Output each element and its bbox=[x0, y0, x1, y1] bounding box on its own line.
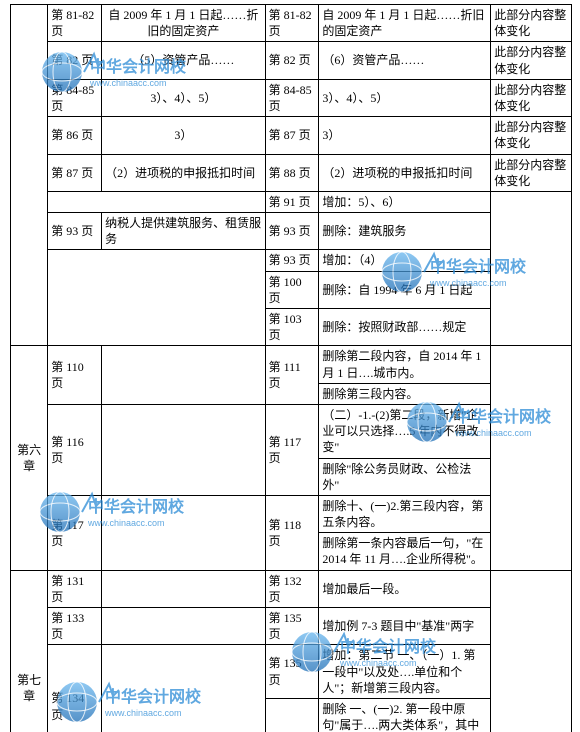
page-ref-old: 第 86 页 bbox=[48, 117, 102, 154]
table-row: 第 87 页 （2）进项税的申报抵扣时间 第 88 页 （2）进项税的申报抵扣时… bbox=[11, 154, 572, 191]
content-new: 删除十、(一)2.第三段内容，第五条内容。 bbox=[319, 495, 491, 532]
remark-cell: 此部分内容整体变化 bbox=[491, 79, 572, 116]
remark-cell: 此部分内容整体变化 bbox=[491, 117, 572, 154]
page-ref-new: 第 135 页 bbox=[265, 645, 319, 699]
content-old: （5）资管产品…… bbox=[102, 42, 266, 79]
content-new: 增加例 7-3 题目中"基准"两字 bbox=[319, 608, 491, 645]
empty-cell bbox=[48, 191, 265, 212]
page-ref-old: 第 82 页 bbox=[48, 42, 102, 79]
comparison-table: 第 81-82 页 自 2009 年 1 月 1 日起……折旧的固定资产 第 8… bbox=[10, 4, 572, 732]
table-row: 第六章 第 110 页 第 111 页 删除第二段内容，自 2014 年 1 月… bbox=[11, 346, 572, 383]
chapter-cell-cont bbox=[11, 5, 48, 346]
remark-cell: 此部分内容整体变化 bbox=[491, 154, 572, 191]
page-ref-old: 第 134 页 bbox=[48, 645, 102, 732]
page-ref-old: 第 87 页 bbox=[48, 154, 102, 191]
page-ref-new: 第 87 页 bbox=[265, 117, 319, 154]
page-ref-new: 第 93 页 bbox=[265, 250, 319, 271]
content-new: 删除：按照财政部……规定 bbox=[319, 309, 491, 346]
page-ref-old: 第 131 页 bbox=[48, 570, 102, 607]
content-new: （2）进项税的申报抵扣时间 bbox=[319, 154, 491, 191]
page-ref-new: 第 103 页 bbox=[265, 309, 319, 346]
content-new: （6）资管产品…… bbox=[319, 42, 491, 79]
table-row: 第 93 页 纳税人提供建筑服务、租赁服务 第 93 页 删除：建筑服务 bbox=[11, 213, 572, 250]
page-ref-new-empty bbox=[265, 698, 319, 732]
table-row: 第 81-82 页 自 2009 年 1 月 1 日起……折旧的固定资产 第 8… bbox=[11, 5, 572, 42]
content-new: 增加：（4） bbox=[319, 250, 491, 271]
table-row: 第 116 页 第 117 页 （二）-1.-(2)第二段，新增"企业可以只选择… bbox=[11, 404, 572, 458]
page-ref-new: 第 93 页 bbox=[265, 213, 319, 250]
content-old-empty bbox=[102, 495, 266, 570]
content-new: 3）、4）、5） bbox=[319, 79, 491, 116]
page-ref-new: 第 82 页 bbox=[265, 42, 319, 79]
content-old: （2）进项税的申报抵扣时间 bbox=[102, 154, 266, 191]
content-new: 自 2009 年 1 月 1 日起……折旧的固定资产 bbox=[319, 5, 491, 42]
content-old-empty bbox=[102, 346, 266, 405]
page-ref-old: 第 116 页 bbox=[48, 404, 102, 495]
table-row: 第 84-85 页 3）、4）、5） 第 84-85 页 3）、4）、5） 此部… bbox=[11, 79, 572, 116]
page-ref-old: 第 117 页 bbox=[48, 495, 102, 570]
empty-cell bbox=[48, 250, 265, 346]
table-row: 第 93 页 增加：（4） bbox=[11, 250, 572, 271]
page-ref-new: 第 81-82 页 bbox=[265, 5, 319, 42]
page-ref-old: 第 133 页 bbox=[48, 608, 102, 645]
page-ref-old: 第 110 页 bbox=[48, 346, 102, 405]
remark-cell: 此部分内容整体变化 bbox=[491, 5, 572, 42]
content-old-empty bbox=[102, 608, 266, 645]
content-old: 3） bbox=[102, 117, 266, 154]
table-row: 第 91 页 增加：5）、6） bbox=[11, 191, 572, 212]
content-old-empty bbox=[102, 645, 266, 732]
content-new: （二）-1.-(2)第二段，新增"企业可以只选择….5 年内不得改变" bbox=[319, 404, 491, 458]
content-old-empty bbox=[102, 404, 266, 495]
chapter-cell-6: 第六章 bbox=[11, 346, 48, 570]
content-new: 删除"除公务员财政、公检法外" bbox=[319, 458, 491, 495]
table-row: 第 117 页 第 118 页 删除十、(一)2.第三段内容，第五条内容。 bbox=[11, 495, 572, 532]
content-new: 增加：5）、6） bbox=[319, 191, 491, 212]
page-ref-old: 第 81-82 页 bbox=[48, 5, 102, 42]
content-old: 纳税人提供建筑服务、租赁服务 bbox=[102, 213, 266, 250]
content-new: 删除：自 1994 年 6 月 1 日起 bbox=[319, 271, 491, 308]
content-old-empty bbox=[102, 570, 266, 607]
page-ref-new: 第 117 页 bbox=[265, 404, 319, 495]
page-ref-new: 第 100 页 bbox=[265, 271, 319, 308]
page-ref-new: 第 84-85 页 bbox=[265, 79, 319, 116]
page-ref-new: 第 118 页 bbox=[265, 495, 319, 570]
table-row: 第七章 第 131 页 第 132 页 增加最后一段。 bbox=[11, 570, 572, 607]
table-row: 第 82 页 （5）资管产品…… 第 82 页 （6）资管产品…… 此部分内容整… bbox=[11, 42, 572, 79]
remark-cell: 此部分内容整体变化 bbox=[491, 42, 572, 79]
page-ref-old: 第 84-85 页 bbox=[48, 79, 102, 116]
page-ref-old: 第 93 页 bbox=[48, 213, 102, 250]
content-new: 增加最后一段。 bbox=[319, 570, 491, 607]
page-root: 第 81-82 页 自 2009 年 1 月 1 日起……折旧的固定资产 第 8… bbox=[0, 0, 580, 732]
content-new: 删除 一、(一)2. 第一段中原句"属于….两大类体系"，其中第二半句有变化增加… bbox=[319, 698, 491, 732]
content-old: 3）、4）、5） bbox=[102, 79, 266, 116]
page-ref-new: 第 132 页 bbox=[265, 570, 319, 607]
remark-cell-empty bbox=[491, 191, 572, 346]
page-ref-new: 第 111 页 bbox=[265, 346, 319, 405]
content-new: 删除第一条内容最后一句，"在 2014 年 11 月….企业所得税"。 bbox=[319, 533, 491, 570]
content-new: 3） bbox=[319, 117, 491, 154]
table-row: 第 134 页 第 135 页 增加：第二节 一、（一）1. 第一段中"以及处…… bbox=[11, 645, 572, 699]
chapter-cell-7: 第七章 bbox=[11, 570, 48, 732]
content-old: 自 2009 年 1 月 1 日起……折旧的固定资产 bbox=[102, 5, 266, 42]
page-ref-new: 第 88 页 bbox=[265, 154, 319, 191]
table-row: 第 133 页 第 135 页 增加例 7-3 题目中"基准"两字 bbox=[11, 608, 572, 645]
table-row: 第 86 页 3） 第 87 页 3） 此部分内容整体变化 bbox=[11, 117, 572, 154]
content-new: 增加：第二节 一、（一）1. 第一段中"以及处….单位和个人"；新增第三段内容。 bbox=[319, 645, 491, 699]
remark-cell-empty bbox=[491, 346, 572, 570]
content-new: 删除第二段内容，自 2014 年 1 月 1 日….城市内。 bbox=[319, 346, 491, 383]
remark-cell-empty bbox=[491, 570, 572, 732]
content-new: 删除：建筑服务 bbox=[319, 213, 491, 250]
page-ref-new: 第 135 页 bbox=[265, 608, 319, 645]
page-ref-new: 第 91 页 bbox=[265, 191, 319, 212]
content-new: 删除第三段内容。 bbox=[319, 383, 491, 404]
